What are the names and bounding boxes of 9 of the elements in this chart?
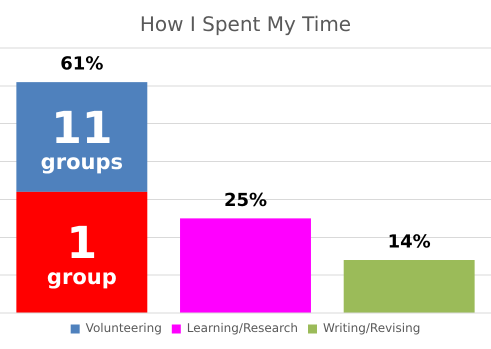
legend-label: Learning/Research [186,321,298,336]
annotation: 1 group [46,218,117,290]
legend-label: Writing/Revising [322,321,420,336]
annotation: 11 groups [40,102,123,174]
data-label: 25% [224,190,268,212]
legend-label: Volunteering [86,321,162,336]
chart-title: How I Spent My Time [140,12,352,36]
total-label: 61% [60,54,104,75]
data-label: 14% [388,232,431,253]
